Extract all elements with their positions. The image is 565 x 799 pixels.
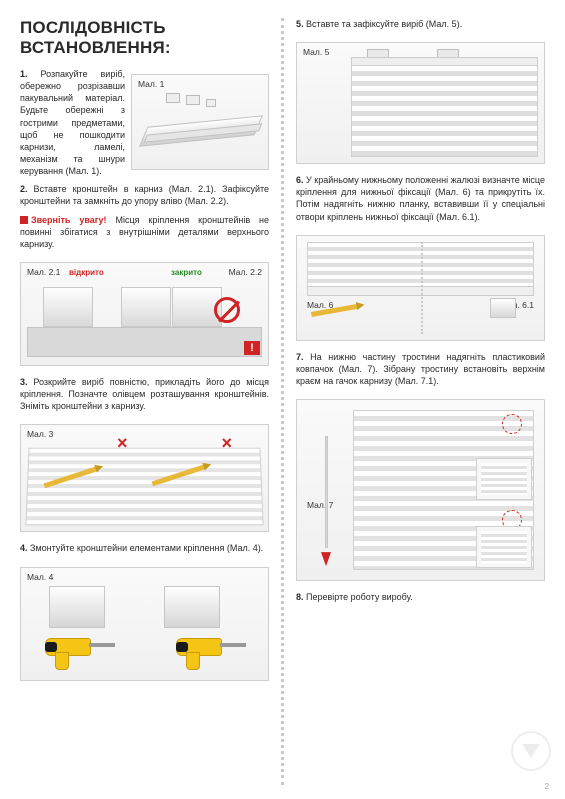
step-1-body: Розпакуйте виріб, обережно розрізавши па… xyxy=(20,69,125,176)
step-2-num: 2. xyxy=(20,184,28,194)
step-6-text: 6. У крайньому нижньому положенні жалюзі… xyxy=(296,174,545,223)
step-2-warning: Зверніть увагу! Місця кріплення кронштей… xyxy=(20,214,269,250)
wand-cap-icon xyxy=(321,552,331,566)
cross-mark-icon: × xyxy=(221,433,232,454)
figure-7-label: Мал. 7 xyxy=(307,500,333,510)
step-8-body: Перевірте роботу виробу. xyxy=(306,592,413,602)
step-7-num: 7. xyxy=(296,352,304,362)
right-column: 5. Вставте та зафіксуйте виріб (Мал. 5).… xyxy=(284,18,545,785)
open-label: відкрито xyxy=(69,268,104,277)
step-7-body: На нижню частину тростини надягніть плас… xyxy=(296,352,545,386)
drill-icon xyxy=(37,636,107,672)
warning-icon xyxy=(20,216,28,224)
cross-mark-icon: × xyxy=(117,433,128,454)
left-column: ПОСЛІДОВНІСТЬ ВСТАНОВЛЕННЯ: Мал. 1 1. Ро… xyxy=(20,18,281,785)
figure-6: Мал. 6 Мал. 6.1 xyxy=(296,235,545,341)
page-number: 2 xyxy=(545,782,549,791)
step-3-text: 3. Розкрийте виріб повністю, прикладіть … xyxy=(20,376,269,412)
step-6-num: 6. xyxy=(296,175,304,185)
step-7-text: 7. На нижню частину тростини надягніть п… xyxy=(296,351,545,387)
step-8-num: 8. xyxy=(296,592,304,602)
closed-label: закрито xyxy=(171,268,202,277)
step-2-text: 2. Вставте кронштейн в карниз (Мал. 2.1)… xyxy=(20,183,269,207)
page: ПОСЛІДОВНІСТЬ ВСТАНОВЛЕННЯ: Мал. 1 1. Ро… xyxy=(0,0,565,799)
figure-3-label: Мал. 3 xyxy=(27,429,53,439)
warning-label: Зверніть увагу! xyxy=(31,215,107,225)
figure-4: Мал. 4 xyxy=(20,567,269,681)
step-3-body: Розкрийте виріб повністю, прикладіть йог… xyxy=(20,377,269,411)
step-5-num: 5. xyxy=(296,19,304,29)
figure-1: Мал. 1 xyxy=(131,74,269,170)
figure-7: Мал. 7 Мал. 7.1 xyxy=(296,399,545,581)
page-title: ПОСЛІДОВНІСТЬ ВСТАНОВЛЕННЯ: xyxy=(20,18,269,58)
figure-5-label: Мал. 5 xyxy=(303,47,329,57)
step-5-text: 5. Вставте та зафіксуйте виріб (Мал. 5). xyxy=(296,18,545,30)
step-6-body: У крайньому нижньому положенні жалюзі ви… xyxy=(296,175,545,221)
step-1-block: Мал. 1 1. Розпакуйте виріб, обережно роз… xyxy=(20,68,269,183)
figure-3: Мал. 3 × × xyxy=(20,424,269,532)
step-8-text: 8. Перевірте роботу виробу. xyxy=(296,591,545,603)
figure-4-label: Мал. 4 xyxy=(27,572,53,582)
drill-icon xyxy=(168,636,238,672)
figure-21-label: Мал. 2.1 xyxy=(27,267,60,277)
step-4-num: 4. xyxy=(20,543,28,553)
watermark-icon xyxy=(511,731,551,771)
wand-icon xyxy=(325,436,328,548)
figure-22-label: Мал. 2.2 xyxy=(229,267,262,277)
figure-1-label: Мал. 1 xyxy=(138,79,164,89)
step-2-body: Вставте кронштейн в карниз (Мал. 2.1). З… xyxy=(20,184,269,206)
alert-icon: ! xyxy=(244,341,260,355)
step-3-num: 3. xyxy=(20,377,28,387)
figure-2: Мал. 2.1 відкрито закрито Мал. 2.2 ! xyxy=(20,262,269,366)
step-4-body: Змонтуйте кронштейни елементами кріпленн… xyxy=(30,543,263,553)
step-5-body: Вставте та зафіксуйте виріб (Мал. 5). xyxy=(306,19,462,29)
step-4-text: 4. Змонтуйте кронштейни елементами кріпл… xyxy=(20,542,269,554)
prohibit-icon xyxy=(214,297,240,323)
figure-5: Мал. 5 xyxy=(296,42,545,164)
step-1-num: 1. xyxy=(20,69,28,79)
